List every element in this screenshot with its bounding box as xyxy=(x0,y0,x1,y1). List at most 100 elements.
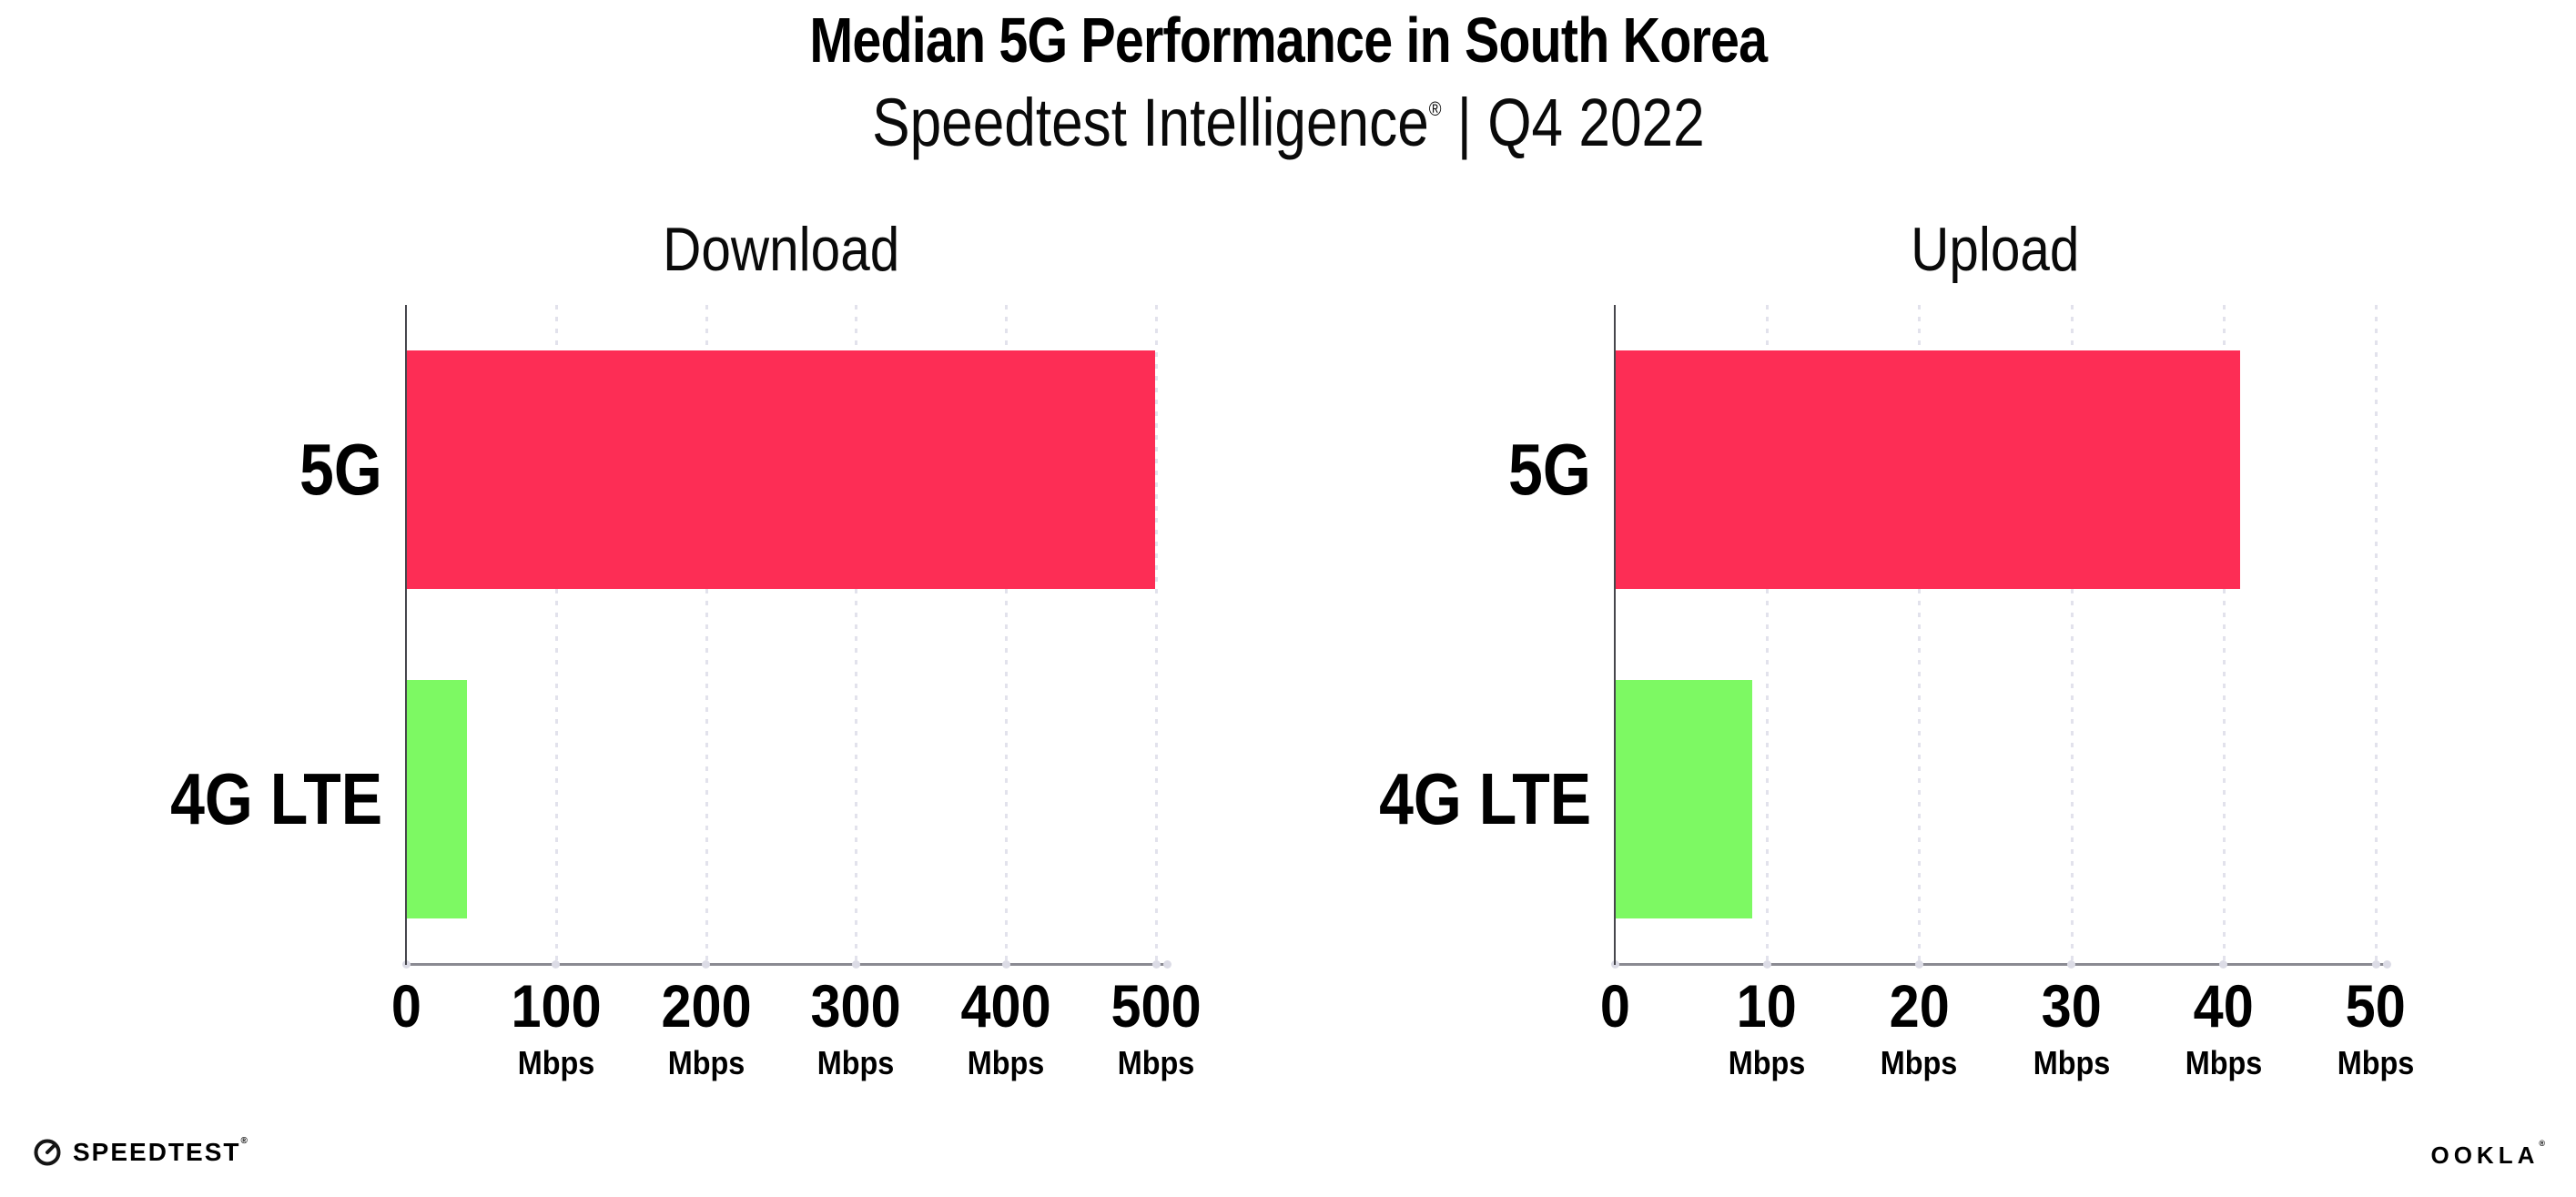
x-tick-value: 30 xyxy=(2041,972,2102,1040)
axis-end-cap-dot xyxy=(2382,960,2391,969)
x-tick-value: 50 xyxy=(2345,972,2407,1040)
plot-area-download xyxy=(405,305,1158,965)
x-tick-label-50: 50 xyxy=(2239,976,2512,1036)
x-tick-label-100: 100 xyxy=(420,976,693,1036)
x-tick-label-200: 200 xyxy=(570,976,843,1036)
x-tick-value: 40 xyxy=(2193,972,2254,1040)
x-tick-unit-30: Mbps xyxy=(1935,1047,2208,1080)
chart-title-text: Upload xyxy=(1911,215,2080,284)
y-axis-line xyxy=(1614,305,1616,965)
speedtest-logo: SPEEDTEST® xyxy=(33,1135,248,1167)
x-tick-unit-text: Mbps xyxy=(967,1044,1045,1081)
bar-4g-lte xyxy=(407,680,467,918)
axis-tick-dot xyxy=(1762,960,1771,969)
axis-tick-dot xyxy=(2371,960,2380,969)
gridline-20 xyxy=(1918,305,1922,964)
chart-title-upload: Upload xyxy=(1713,218,2277,280)
page-title: Median 5G Performance in South Korea xyxy=(809,5,1768,76)
x-tick-value: 0 xyxy=(390,972,421,1040)
x-tick-unit-40: Mbps xyxy=(2087,1047,2360,1080)
category-label-text: 5G xyxy=(1508,429,1591,510)
speedtest-logo-text: SPEEDTEST® xyxy=(73,1135,248,1166)
gridline-40 xyxy=(2222,305,2226,964)
x-axis-line xyxy=(1614,963,2389,966)
axis-tick-dot xyxy=(702,960,711,969)
x-tick-value: 500 xyxy=(1111,972,1202,1040)
gridline-400 xyxy=(1005,305,1009,964)
gridline-10 xyxy=(1766,305,1770,964)
gridline-30 xyxy=(2070,305,2074,964)
plot-area-upload xyxy=(1614,305,2378,965)
x-tick-unit-50: Mbps xyxy=(2239,1047,2512,1080)
bar-5g xyxy=(407,350,1156,589)
axis-tick-dot xyxy=(2219,960,2228,969)
gridline-100 xyxy=(554,305,558,964)
ookla-logo: OOKLA® xyxy=(2430,1140,2545,1169)
x-tick-value: 0 xyxy=(1599,972,1630,1040)
gridline-300 xyxy=(855,305,858,964)
x-tick-label-40: 40 xyxy=(2087,976,2360,1036)
x-tick-label-20: 20 xyxy=(1782,976,2055,1036)
bar-4g-lte xyxy=(1616,680,1753,918)
x-tick-unit-10: Mbps xyxy=(1630,1047,1903,1080)
page-subtitle: Speedtest Intelligence® | Q4 2022 xyxy=(0,87,2576,158)
x-axis-line xyxy=(405,963,1170,966)
x-tick-label-0: 0 xyxy=(269,976,543,1036)
subtitle-brand: Speedtest Intelligence xyxy=(871,85,1429,160)
x-tick-value: 20 xyxy=(1889,972,1950,1040)
category-label-4g-lte: 4G LTE xyxy=(105,749,382,849)
bar-5g xyxy=(1616,350,2240,589)
ookla-logo-text: OOKLA xyxy=(2430,1141,2540,1169)
x-tick-unit-text: Mbps xyxy=(817,1044,895,1081)
chart-title-text: Download xyxy=(662,215,900,284)
x-tick-unit-text: Mbps xyxy=(1728,1044,1806,1081)
subtitle-separator: | xyxy=(1441,85,1487,160)
x-tick-label-400: 400 xyxy=(869,976,1142,1036)
registered-trademark-mark: ® xyxy=(1428,96,1442,120)
x-tick-unit-text: Mbps xyxy=(2185,1044,2263,1081)
axis-tick-dot xyxy=(1151,960,1161,969)
category-label-5g: 5G xyxy=(1313,420,1591,520)
x-tick-unit-text: Mbps xyxy=(1881,1044,1958,1081)
x-tick-value: 100 xyxy=(511,972,602,1040)
gridline-200 xyxy=(705,305,708,964)
x-tick-unit-200: Mbps xyxy=(570,1047,843,1080)
axis-tick-dot xyxy=(851,960,860,969)
x-tick-label-500: 500 xyxy=(1019,976,1293,1036)
x-tick-value: 300 xyxy=(810,972,901,1040)
x-tick-unit-20: Mbps xyxy=(1782,1047,2055,1080)
x-tick-unit-500: Mbps xyxy=(1019,1047,1293,1080)
x-tick-value: 400 xyxy=(960,972,1051,1040)
category-label-text: 4G LTE xyxy=(170,758,382,839)
x-tick-label-10: 10 xyxy=(1630,976,1903,1036)
x-tick-unit-300: Mbps xyxy=(719,1047,992,1080)
x-tick-unit-100: Mbps xyxy=(420,1047,693,1080)
speedtest-gauge-icon xyxy=(34,1139,61,1166)
category-label-5g: 5G xyxy=(105,420,382,520)
y-axis-line xyxy=(405,305,407,965)
x-tick-unit-text: Mbps xyxy=(2033,1044,2110,1081)
x-tick-value: 10 xyxy=(1737,972,1798,1040)
axis-tick-dot xyxy=(1914,960,1923,969)
category-label-4g-lte: 4G LTE xyxy=(1313,749,1591,849)
speedtest-registered-mark: ® xyxy=(240,1135,248,1146)
category-label-text: 5G xyxy=(299,429,382,510)
subtitle-period: Q4 2022 xyxy=(1486,85,1705,160)
x-tick-unit-text: Mbps xyxy=(667,1044,745,1081)
axis-end-cap-dot xyxy=(1162,960,1171,969)
gridline-50 xyxy=(2375,305,2378,964)
x-tick-unit-text: Mbps xyxy=(517,1044,595,1081)
gridline-500 xyxy=(1155,305,1158,964)
axis-tick-dot xyxy=(1001,960,1010,969)
x-tick-label-0: 0 xyxy=(1478,976,1751,1036)
page-subtitle-text: Speedtest Intelligence® | Q4 2022 xyxy=(872,87,1705,158)
axis-tick-dot xyxy=(2067,960,2076,969)
x-tick-unit-text: Mbps xyxy=(2337,1044,2415,1081)
category-label-text: 4G LTE xyxy=(1379,758,1591,839)
x-tick-unit-400: Mbps xyxy=(869,1047,1142,1080)
chart-title-download: Download xyxy=(499,218,1063,280)
